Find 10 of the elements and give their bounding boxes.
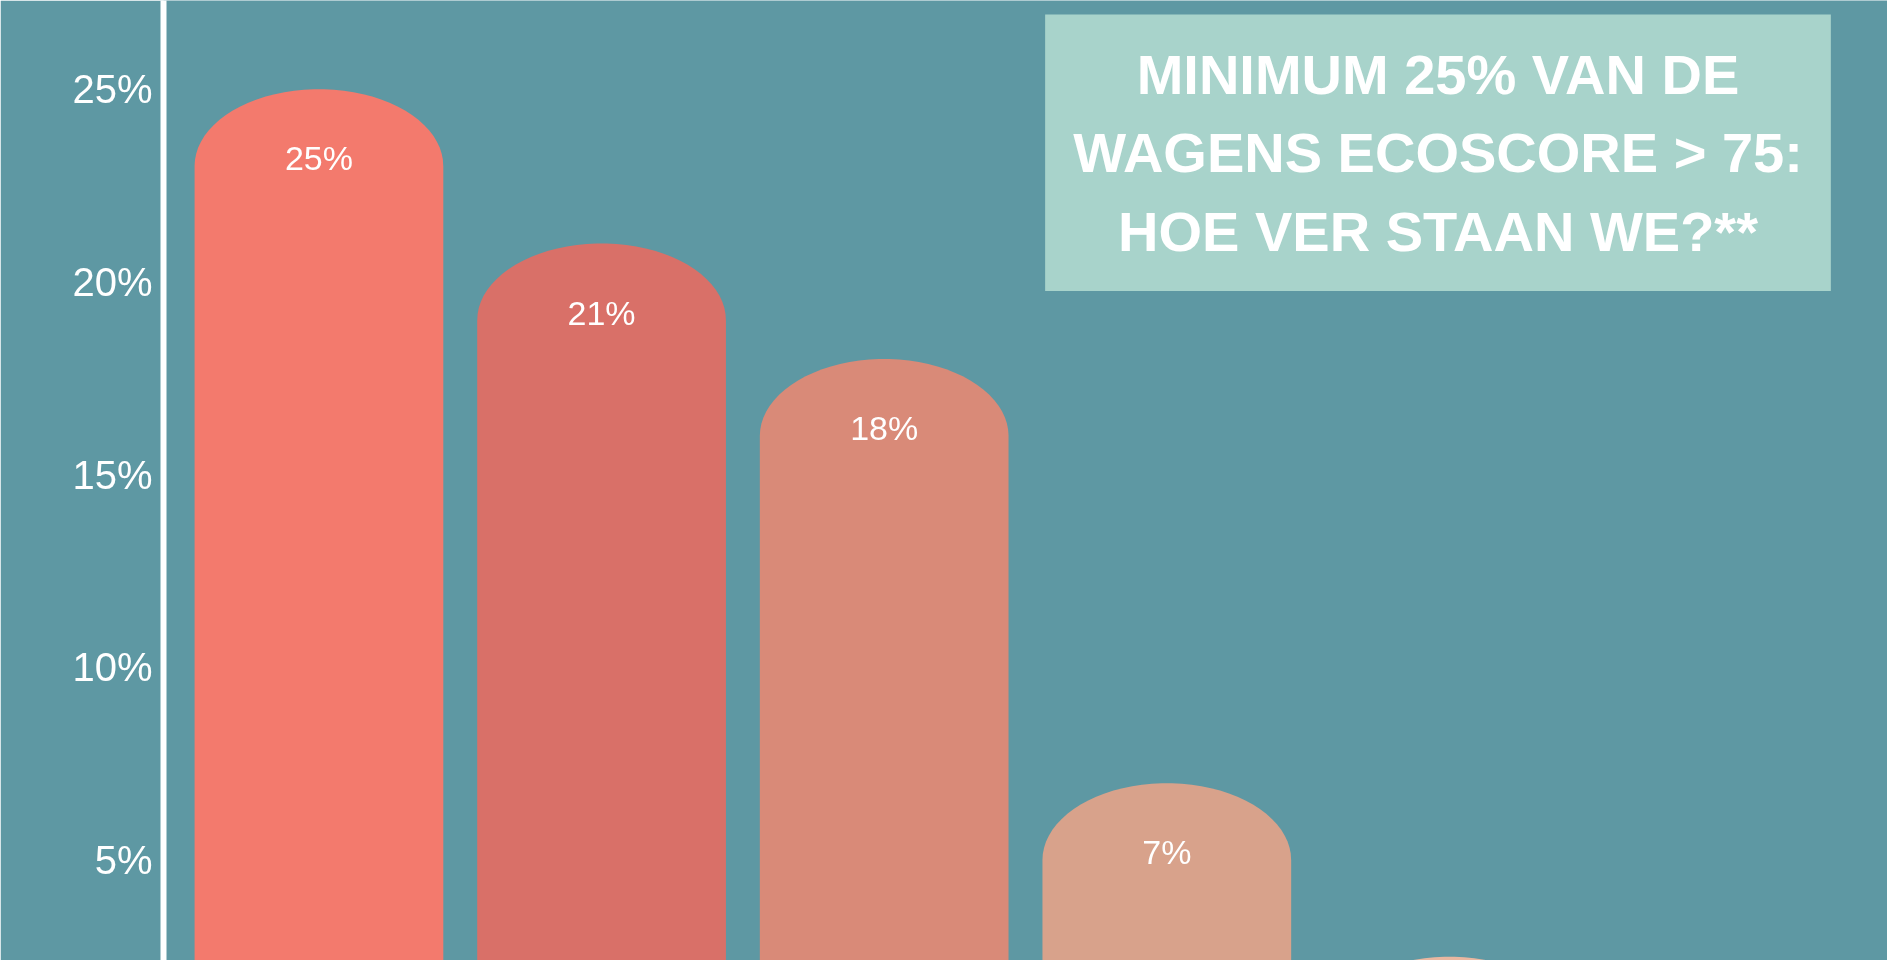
- y-tick-label: 5%: [94, 838, 153, 883]
- data-label: 21%: [567, 293, 636, 332]
- data-label: 25%: [284, 139, 353, 178]
- data-label: 18%: [850, 409, 919, 448]
- y-tick-label: 20%: [72, 259, 153, 304]
- y-tick-label: 25%: [72, 67, 153, 112]
- y-tick-label: 15%: [72, 452, 153, 497]
- text: MINIMUM 25% VAN DE WAGENS ECOSCORE > 75: HOE VER STAAN WE?**: [1073, 42, 1803, 263]
- data-label: 7%: [1142, 833, 1192, 872]
- y-tick-label: 10%: [72, 645, 153, 690]
